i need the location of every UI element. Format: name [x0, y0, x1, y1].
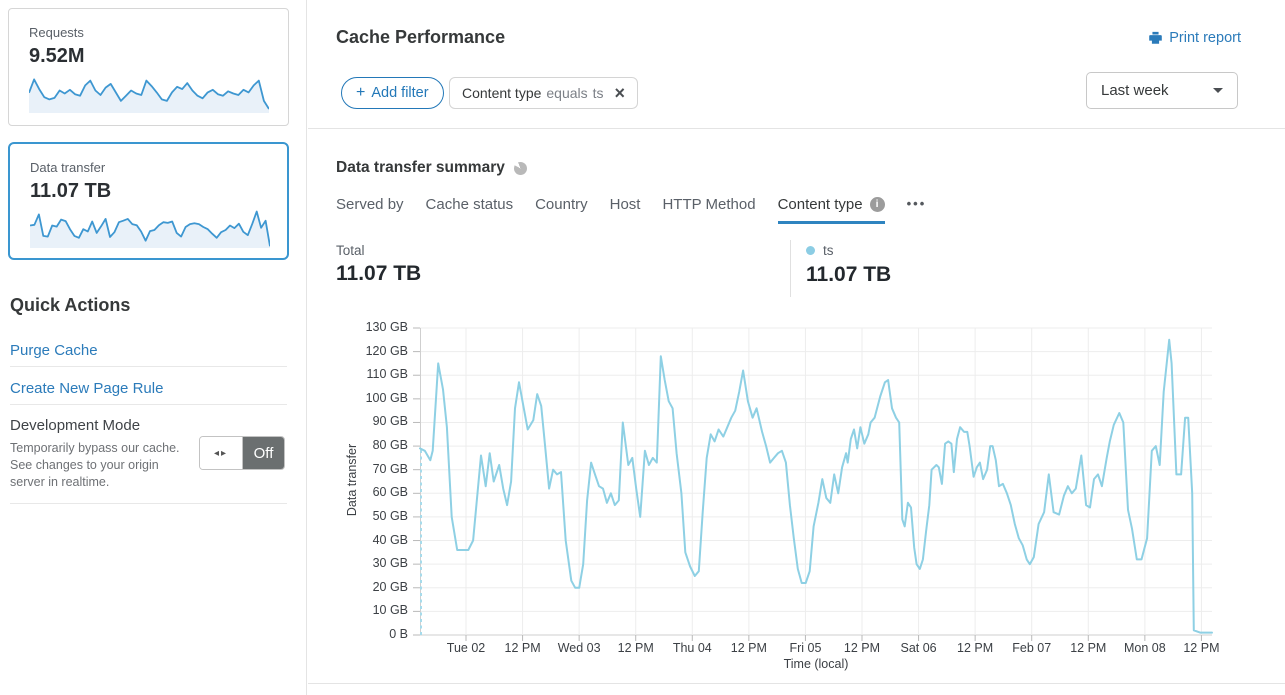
development-mode-title: Development Mode	[10, 417, 141, 434]
x-axis-tick: 12 PM	[504, 641, 541, 655]
purge-cache-link[interactable]: Purge Cache	[10, 342, 98, 359]
stat-card-value: 11.07 TB	[30, 180, 112, 202]
divider	[308, 128, 1285, 129]
close-icon[interactable]: ×	[614, 83, 626, 103]
x-axis-tick: Wed 03	[557, 641, 601, 655]
tab-served-by[interactable]: Served by	[336, 196, 404, 224]
y-axis-tick: 0 B	[389, 627, 408, 641]
tab-http-method[interactable]: HTTP Method	[662, 196, 755, 224]
print-report-label: Print report	[1169, 30, 1241, 46]
sidebar: Requests 9.52M Data transfer 11.07 TB Qu…	[0, 0, 307, 695]
stat-card-requests[interactable]: Requests 9.52M	[8, 8, 289, 126]
dimension-tabs: Served by Cache status Country Host HTTP Met…	[336, 196, 926, 224]
time-range-value: Last week	[1101, 82, 1169, 99]
y-axis-tick: 120 GB	[365, 343, 408, 358]
page-title: Cache Performance	[336, 27, 506, 47]
toggle-arrows-icon[interactable]: ◂▸	[200, 437, 243, 469]
y-axis-tick: 30 GB	[372, 556, 408, 571]
development-mode-toggle[interactable]: ◂▸ Off	[199, 436, 285, 470]
x-axis-tick: Tue 02	[446, 641, 486, 655]
x-axis-tick: 12 PM	[843, 641, 881, 655]
legend-series-name: ts	[823, 243, 834, 258]
x-axis-label: Time (local)	[783, 657, 849, 671]
x-axis-tick: 12 PM	[1070, 641, 1107, 655]
y-axis-tick: 70 GB	[372, 461, 408, 476]
y-axis-tick: 130 GB	[365, 320, 408, 334]
chevron-down-icon	[1213, 88, 1223, 93]
series-dot-icon	[806, 246, 815, 255]
y-axis-tick: 110 GB	[366, 367, 408, 382]
y-axis-tick: 40 GB	[372, 532, 408, 547]
more-tabs-button[interactable]: •••	[906, 196, 927, 211]
divider	[10, 503, 287, 504]
tab-label: Content type	[777, 196, 863, 213]
legend-item-ts[interactable]: ts 11.07 TB	[806, 243, 891, 287]
print-report-link[interactable]: Print report	[1148, 30, 1241, 46]
main-panel: Cache Performance Print report + Add fil…	[308, 0, 1285, 695]
filter-chip-content-type[interactable]: Content type equals ts ×	[449, 77, 639, 109]
tab-label: Country	[535, 196, 588, 213]
quick-actions-title: Quick Actions	[10, 295, 131, 315]
add-filter-button[interactable]: + Add filter	[341, 77, 444, 109]
tab-host[interactable]: Host	[610, 196, 641, 224]
add-filter-label: Add filter	[371, 85, 429, 101]
create-page-rule-link[interactable]: Create New Page Rule	[10, 380, 164, 397]
data-transfer-sparkline-chart	[30, 210, 270, 248]
tab-content-type[interactable]: Content type i	[777, 196, 885, 224]
printer-icon	[1149, 31, 1163, 44]
y-axis-tick: 50 GB	[372, 508, 408, 523]
x-axis-tick: Sat 06	[900, 641, 937, 655]
tab-label: Cache status	[425, 196, 514, 213]
y-axis-tick: 90 GB	[372, 414, 408, 429]
tab-label: HTTP Method	[662, 196, 756, 213]
x-axis-tick: Fri 05	[789, 641, 822, 655]
filter-value: ts	[592, 85, 604, 101]
development-mode-description: Temporarily bypass our cache. See change…	[10, 441, 180, 489]
x-axis-tick: 12 PM	[1183, 641, 1220, 655]
y-axis-tick: 60 GB	[372, 485, 408, 500]
stat-card-data-transfer[interactable]: Data transfer 11.07 TB	[8, 142, 289, 260]
divider	[10, 404, 287, 405]
legend-series-value: 11.07 TB	[806, 263, 892, 286]
filter-field: Content type	[462, 85, 542, 101]
requests-sparkline-chart	[29, 78, 269, 113]
info-icon[interactable]: i	[869, 197, 885, 212]
y-axis-tick: 80 GB	[372, 438, 408, 453]
total-label: Total	[336, 243, 365, 258]
tab-cache-status[interactable]: Cache status	[426, 196, 514, 224]
plus-icon: +	[356, 84, 366, 101]
divider	[10, 366, 287, 367]
tab-country[interactable]: Country	[535, 196, 588, 224]
tab-label: Served by	[336, 196, 404, 213]
divider	[790, 240, 791, 297]
filter-operator: equals	[546, 85, 588, 101]
x-axis-tick: Mon 08	[1123, 641, 1166, 655]
tab-label: Host	[609, 196, 641, 213]
y-axis-tick: 20 GB	[372, 579, 408, 594]
y-axis-tick: 100 GB	[365, 390, 408, 405]
x-axis-tick: 12 PM	[730, 641, 767, 655]
time-range-select[interactable]: Last week	[1086, 72, 1238, 109]
x-axis-tick: Feb 07	[1012, 641, 1052, 655]
stat-card-value: 9.52M	[29, 45, 85, 67]
stat-card-label: Data transfer	[30, 160, 106, 175]
stat-card-label: Requests	[29, 25, 84, 40]
pie-timer-icon	[513, 161, 527, 175]
y-axis-label: Data transfer	[345, 443, 359, 517]
x-axis-tick: 12 PM	[957, 641, 994, 655]
total-value: 11.07 TB	[336, 262, 422, 285]
line-chart-plot	[413, 327, 1213, 641]
divider	[308, 683, 1285, 684]
x-axis-tick: 12 PM	[617, 641, 654, 655]
toggle-state-off[interactable]: Off	[243, 437, 284, 469]
x-axis-tick: Thu 04	[672, 641, 712, 655]
y-axis-tick: 10 GB	[372, 603, 408, 618]
section-title: Data transfer summary	[336, 159, 505, 176]
